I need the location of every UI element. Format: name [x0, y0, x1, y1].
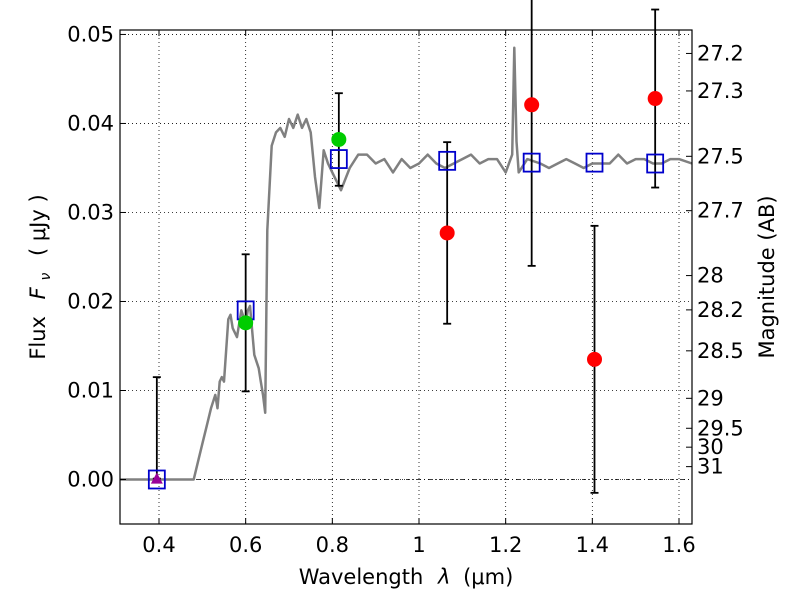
purple-triangle	[150, 472, 163, 484]
x-tick-label: 1.4	[576, 533, 609, 557]
model-band-square	[522, 152, 541, 173]
model-spectrum-line	[120, 46, 693, 481]
y-axis-label: Flux F ν ( μJy )	[26, 194, 55, 359]
y-axis-label-prefix: Flux	[26, 316, 50, 360]
model-band-square	[585, 152, 604, 173]
y-axis-label-subscript: ν	[38, 273, 54, 281]
y-tick-label: 0.00	[67, 467, 114, 491]
mag-tick-label: 31	[697, 455, 724, 479]
mag-tick-label: 30	[697, 435, 724, 459]
x-axis-label: Wavelength λ (μm)	[299, 565, 514, 589]
mag-tick-label: 27.7	[697, 199, 744, 223]
mag-tick-label: 27.5	[697, 144, 744, 168]
y-axis-label-symbol: F	[26, 286, 50, 299]
axis-ticks: 0.4 0.6 0.8 1 1.2 1.4 1.6 0.00 0.01 0.02 0.03 0.04 0…	[67, 22, 744, 557]
green-point	[331, 131, 347, 147]
model-band-square	[329, 149, 348, 169]
model-band-square	[438, 150, 457, 171]
mag-tick-label: 28.2	[697, 298, 744, 322]
red-point	[647, 91, 663, 107]
x-tick-label: 0.8	[316, 533, 349, 557]
mag-tick-label: 27.3	[697, 79, 744, 103]
x-tick-label: 0.4	[142, 533, 175, 557]
y-tick-label: 0.05	[67, 22, 114, 46]
x-tick-label: 1	[412, 533, 425, 557]
x-axis-label-symbol: λ	[437, 565, 450, 589]
red-point	[524, 97, 540, 113]
plot-frame	[119, 29, 693, 525]
y-axis-label-unit: ( μJy )	[26, 194, 50, 256]
mag-tick-label: 28.5	[697, 339, 744, 363]
model-band-square	[646, 153, 665, 174]
model-band-square	[147, 469, 166, 490]
data-markers	[147, 91, 665, 490]
mag-tick-label: 28	[697, 264, 724, 288]
mag-tick-label: 29	[697, 386, 724, 410]
y-tick-label: 0.01	[67, 378, 114, 402]
mag-tick-label: 29.5	[697, 416, 744, 440]
x-tick-label: 1.2	[489, 533, 522, 557]
mag-tick-label: 27.2	[697, 41, 744, 65]
x-tick-label: 1.6	[662, 533, 695, 557]
x-axis-label-unit: (μm)	[463, 565, 513, 589]
y-tick-label: 0.03	[67, 200, 114, 224]
x-axis-label-prefix: Wavelength	[299, 565, 424, 589]
green-point	[238, 315, 254, 331]
y-tick-label: 0.02	[67, 289, 114, 313]
y-tick-label: 0.04	[67, 111, 114, 135]
right-axis-label: Magnitude (AB)	[755, 195, 779, 358]
x-tick-label: 0.6	[229, 533, 262, 557]
red-point	[439, 225, 455, 241]
red-point	[587, 351, 602, 367]
